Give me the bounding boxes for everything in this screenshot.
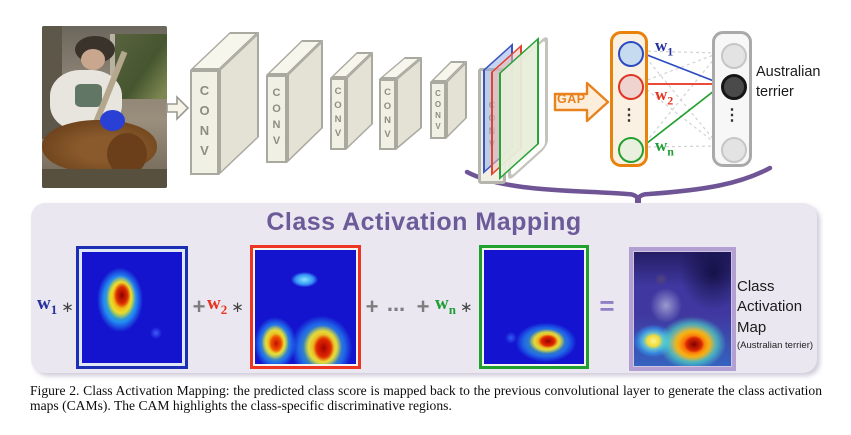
cam-heatmap-wn xyxy=(484,250,584,364)
cam-panel-title: Class Activation Mapping xyxy=(266,208,582,236)
w2-sub: 2 xyxy=(667,93,674,108)
class-activation-map-frame xyxy=(629,247,736,371)
input-arrow-icon xyxy=(166,95,190,121)
plus-operator-3: + xyxy=(416,294,430,319)
cam-panel: Class Activation Mapping w1 ∗ + w2 ∗ + .… xyxy=(31,203,817,373)
output-unit-top xyxy=(721,43,747,69)
conv-operator: ∗ xyxy=(459,298,473,316)
result-label-line3: Map xyxy=(737,318,767,336)
cam-term-w1: w1 ∗ xyxy=(37,293,74,318)
gap-unit-red xyxy=(618,74,644,100)
conv-label: CONV xyxy=(270,87,283,151)
equals-operator: = xyxy=(599,290,615,321)
result-label: Class Activation Map (Australian terrier… xyxy=(737,277,813,353)
wn-sub: n xyxy=(667,144,674,159)
conv-operator: ∗ xyxy=(61,298,74,316)
cam-w1-label: w1 xyxy=(37,293,57,318)
figure-caption: Figure 2. Class Activation Mapping: the … xyxy=(30,383,822,413)
last-conv-feature-maps: CONV xyxy=(470,24,565,189)
fc-connections xyxy=(641,50,720,148)
wn-base: w xyxy=(655,136,668,155)
conv-block-front-face: CONV xyxy=(330,78,346,150)
gap-unit-blue xyxy=(618,41,644,67)
w1-connection-line xyxy=(641,52,720,84)
class-activation-map-image xyxy=(634,252,731,366)
cam-wn-base: w xyxy=(435,293,449,314)
plus-operator-1: + xyxy=(192,294,206,319)
conv-block-front-face: CONV xyxy=(190,70,219,175)
gap-units-box: ⋮ xyxy=(610,31,648,167)
conv-block-front-face: CONV xyxy=(430,82,446,139)
gap-label: GAP xyxy=(557,92,586,106)
conv-block-front-face: CONV xyxy=(266,75,287,163)
photo-seat-shape xyxy=(42,168,167,188)
gap-unit-green xyxy=(618,137,644,163)
conv-operator: ∗ xyxy=(231,298,244,316)
result-label-line1: Class xyxy=(737,278,775,295)
cam-term-w2: w2 ∗ xyxy=(207,293,244,318)
photo-shirt-print-shape xyxy=(74,84,102,107)
conv-label: CONV xyxy=(332,86,344,142)
cam-w2-sub: 2 xyxy=(220,301,228,317)
cam-w1-base: w xyxy=(37,293,51,314)
cam-wn-label: wn xyxy=(435,293,456,318)
cam-w1-sub: 1 xyxy=(50,301,58,317)
cam-w2-label: w2 xyxy=(207,293,227,318)
gap-units-ellipsis: ⋮ xyxy=(621,107,637,124)
output-units-ellipsis: ⋮ xyxy=(724,107,740,124)
weight-label-wn: wn xyxy=(655,136,674,159)
weight-label-w2: w2 xyxy=(655,85,673,108)
wn-connection-line xyxy=(641,86,720,148)
input-photo xyxy=(42,26,167,188)
photo-blue-object-shape xyxy=(99,110,125,132)
output-units-box: ⋮ xyxy=(712,31,752,167)
cam-heatmap-w1 xyxy=(82,252,182,363)
cam-term-wn: wn ∗ xyxy=(435,293,473,318)
conv-label: CONV xyxy=(197,82,212,163)
cam-heatmap-w1-frame xyxy=(76,246,188,369)
ellipsis-operator: ... xyxy=(386,291,406,316)
result-label-line2: Activation xyxy=(737,298,803,316)
conv-label: CONV xyxy=(382,86,393,143)
cam-wn-sub: n xyxy=(448,301,456,317)
photo-dog-head-shape xyxy=(107,132,147,176)
weight-label-w1: w1 xyxy=(655,36,673,59)
result-sublabel: (Australian terrier) xyxy=(737,339,814,351)
w1-base: w xyxy=(655,36,668,55)
cam-heatmap-wn-frame xyxy=(479,245,589,369)
cam-w2-base: w xyxy=(207,293,221,314)
dashed-connections xyxy=(641,50,720,148)
w2-base: w xyxy=(655,85,668,104)
output-class-label: Australian terrier xyxy=(756,64,821,101)
output-unit-bottom xyxy=(721,137,747,163)
plus-operator-2: + xyxy=(365,294,379,319)
cam-heatmap-w2 xyxy=(255,250,356,364)
conv-label: CONV xyxy=(433,88,443,133)
w1-sub: 1 xyxy=(667,44,674,59)
cam-heatmap-w2-frame xyxy=(250,245,361,369)
photo-face-shape xyxy=(80,48,105,70)
output-unit-australian-terrier xyxy=(721,74,747,100)
conv-block-front-face: CONV xyxy=(379,79,396,150)
gap-arrow-icon xyxy=(553,81,610,123)
